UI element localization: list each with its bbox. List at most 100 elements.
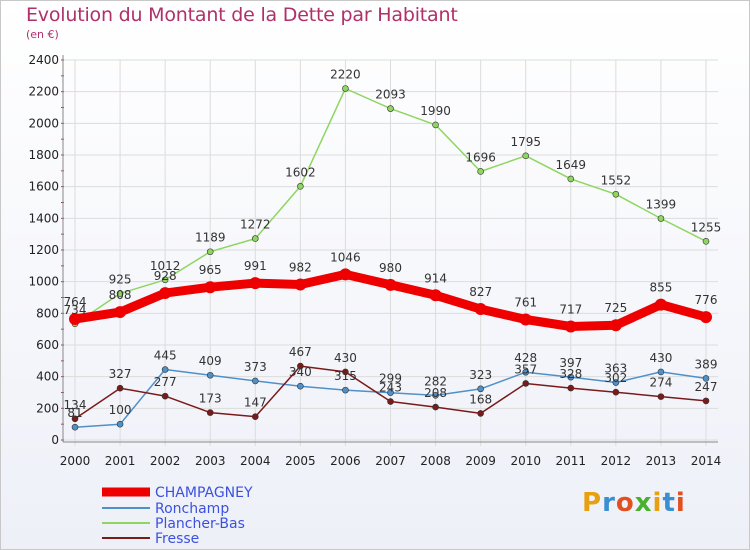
data-point: [567, 175, 575, 183]
data-label: 328: [559, 367, 582, 381]
data-point: [161, 366, 169, 373]
y-tick-label: 1600: [28, 180, 59, 194]
x-tick-label: 2010: [510, 454, 541, 468]
legend-label: Ronchamp: [155, 501, 229, 517]
data-label: 173: [199, 392, 222, 406]
y-tick-label: 1400: [28, 211, 59, 225]
data-point: [702, 397, 710, 405]
data-label: 134: [64, 398, 87, 412]
data-point: [657, 215, 665, 222]
y-tick-label: 600: [36, 338, 59, 352]
data-label: 357: [514, 362, 537, 376]
series-ronchamp: [71, 366, 710, 431]
data-point: [339, 268, 352, 281]
series-fresse: [71, 362, 710, 423]
data-point: [612, 388, 620, 396]
data-label: 168: [469, 392, 492, 406]
data-point: [432, 403, 439, 411]
x-tick-label: 2005: [285, 454, 316, 468]
data-point: [567, 384, 575, 392]
data-label: 717: [559, 302, 582, 316]
data-label: 323: [469, 368, 492, 382]
y-tick-label: 1200: [28, 243, 59, 257]
data-point: [297, 362, 304, 370]
data-label: 1602: [285, 165, 316, 179]
data-point: [657, 368, 665, 376]
data-point: [342, 368, 349, 376]
data-label: 389: [695, 357, 718, 371]
data-label: 855: [649, 281, 672, 295]
data-label: 428: [514, 351, 537, 365]
data-point: [519, 313, 532, 326]
data-label: 430: [649, 351, 672, 365]
x-tick-label: 2006: [330, 454, 361, 468]
data-label: 734: [64, 303, 87, 317]
x-tick-label: 2014: [691, 454, 722, 468]
data-point: [71, 423, 79, 431]
data-label: 147: [244, 396, 267, 410]
data-label: 982: [289, 261, 312, 275]
data-label: 725: [604, 301, 627, 315]
data-point: [522, 368, 530, 376]
y-tick-label: 400: [36, 370, 59, 384]
data-point: [342, 85, 349, 92]
data-point: [294, 278, 307, 291]
y-tick-label: 2200: [28, 85, 59, 99]
data-point: [206, 248, 214, 256]
data-label: 761: [514, 296, 537, 310]
data-label: 100: [109, 403, 132, 417]
x-tick-label: 2013: [646, 454, 677, 468]
data-label: 315: [334, 369, 357, 383]
series-plancher-bas: [71, 85, 710, 328]
data-label: 373: [244, 360, 267, 374]
data-point: [249, 277, 262, 290]
data-label: 980: [379, 261, 402, 275]
data-point: [116, 384, 124, 392]
data-label: 208: [424, 386, 447, 400]
data-label: 340: [289, 365, 312, 379]
data-label: 430: [334, 351, 357, 365]
data-point: [522, 380, 530, 387]
data-label: 243: [379, 381, 402, 395]
data-label: 1046: [330, 250, 361, 264]
data-point: [387, 398, 394, 405]
data-label: 925: [109, 273, 132, 287]
x-tick-label: 2002: [150, 454, 181, 468]
data-label: 81: [67, 406, 82, 420]
data-point: [432, 392, 439, 399]
data-label: 397: [559, 356, 582, 370]
data-label: 1189: [195, 231, 226, 245]
data-label: 445: [154, 349, 177, 363]
data-label: 776: [695, 293, 718, 307]
data-label: 1552: [601, 173, 632, 187]
data-label: 299: [379, 372, 402, 386]
data-point: [114, 306, 127, 319]
data-label: 827: [469, 285, 492, 299]
data-label: 1012: [150, 259, 181, 273]
x-tick-label: 2012: [601, 454, 632, 468]
data-point: [206, 371, 214, 379]
data-label: 1795: [510, 135, 541, 149]
y-tick-label: 1800: [28, 148, 59, 162]
x-tick-label: 2009: [465, 454, 496, 468]
data-point: [702, 375, 710, 382]
x-tick-label: 2001: [105, 454, 136, 468]
data-label: 764: [64, 295, 87, 309]
data-label: 363: [604, 362, 627, 376]
series-layer: 81 100 445 409 373 340 315 299 282 323 428 397 363 43…: [64, 68, 721, 431]
data-point: [71, 415, 79, 423]
y-tick-label: 200: [36, 401, 59, 415]
data-point: [161, 276, 169, 284]
data-label: 327: [109, 367, 132, 381]
y-tick-label: 1000: [28, 275, 59, 289]
data-label: 274: [649, 376, 672, 390]
y-tick-label: 0: [51, 433, 59, 447]
chart-title: Evolution du Montant de la Dette par Hab…: [26, 4, 458, 26]
legend-label: CHAMPAGNEY: [155, 485, 253, 501]
data-point: [477, 168, 484, 175]
legend-label: Fresse: [155, 531, 199, 547]
data-point: [69, 313, 81, 326]
data-label: 1990: [420, 104, 451, 118]
legend-label: Plancher-Bas: [155, 516, 245, 532]
